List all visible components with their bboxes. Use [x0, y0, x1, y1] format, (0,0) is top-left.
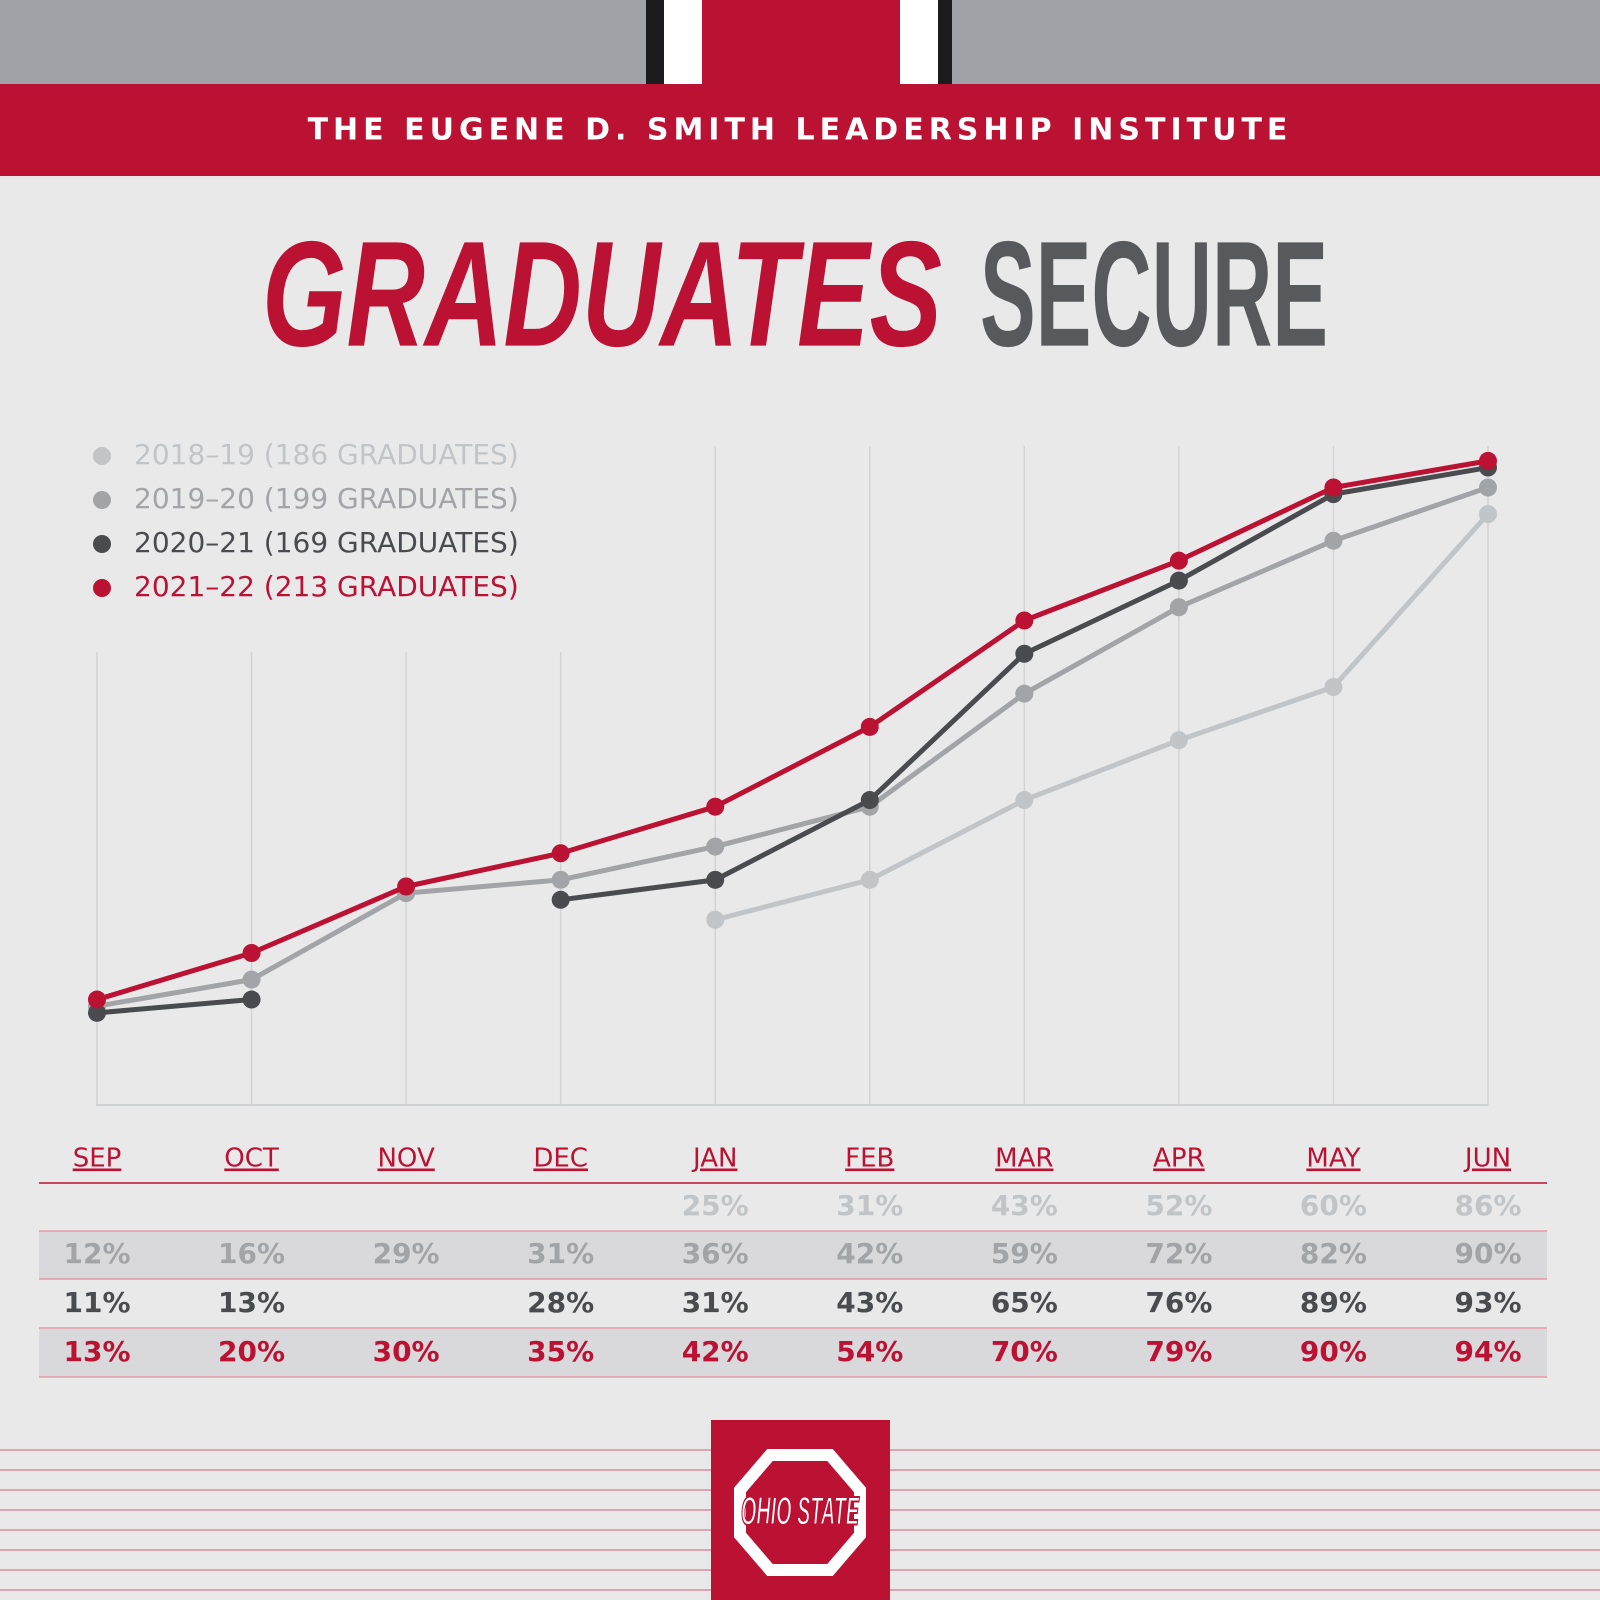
title: GRADUATES: [262, 210, 942, 378]
value-label: 86%: [1454, 1189, 1521, 1222]
value-label: 11%: [63, 1286, 130, 1319]
data-point: [1169, 551, 1188, 570]
value-label: 28%: [527, 1286, 594, 1319]
x-tick-label: MAR: [995, 1144, 1053, 1174]
value-label: 54%: [836, 1335, 903, 1368]
table-row-band: [39, 1329, 1547, 1377]
x-tick-label: DEC: [533, 1144, 588, 1174]
data-point: [1015, 684, 1034, 703]
data-point: [1479, 505, 1497, 524]
value-label: 31%: [527, 1237, 594, 1270]
value-label: 59%: [991, 1237, 1058, 1270]
value-label: 72%: [1145, 1237, 1212, 1270]
data-point: [551, 890, 570, 909]
logo-text: OHIO STATE: [741, 1490, 860, 1534]
value-label: 12%: [63, 1237, 130, 1270]
series-line: [96, 485, 1489, 1009]
value-label: 42%: [836, 1237, 903, 1270]
legend-label: 2020–21 (169 GRADUATES): [134, 526, 519, 559]
data-point: [706, 910, 725, 929]
data-point: [860, 870, 879, 889]
series-line: [714, 512, 1490, 923]
data-point: [860, 791, 879, 810]
value-label: 25%: [682, 1189, 749, 1222]
data-point: [1324, 678, 1343, 696]
value-label: 20%: [218, 1335, 285, 1368]
value-label: 13%: [63, 1335, 130, 1368]
value-label: 94%: [1454, 1335, 1521, 1368]
data-point: [1479, 478, 1497, 497]
data-point: [706, 837, 725, 856]
value-label: 90%: [1300, 1335, 1367, 1368]
value-label: 60%: [1300, 1189, 1367, 1222]
series-line: [96, 458, 1489, 1002]
data-point: [1015, 791, 1034, 810]
legend-label: 2019–20 (199 GRADUATES): [134, 482, 519, 515]
value-label: 16%: [218, 1237, 285, 1270]
data-point: [242, 990, 261, 1009]
x-tick-label: NOV: [377, 1144, 434, 1174]
data-point: [242, 970, 261, 989]
x-tick-label: FEB: [845, 1144, 894, 1174]
value-label: 31%: [836, 1189, 903, 1222]
data-point: [551, 844, 570, 863]
table-row-band: [39, 1231, 1547, 1279]
value-label: 29%: [373, 1237, 440, 1270]
legend-marker: [93, 447, 111, 465]
value-label: 43%: [836, 1286, 903, 1319]
value-label: 42%: [682, 1335, 749, 1368]
value-label: 70%: [991, 1335, 1058, 1368]
data-point: [1324, 531, 1343, 550]
x-tick-label: JUN: [1463, 1144, 1511, 1174]
value-label: 52%: [1145, 1189, 1212, 1222]
title: SECURE: [980, 210, 1328, 378]
data-point: [88, 990, 106, 1009]
value-label: 90%: [1454, 1237, 1521, 1270]
data-point: [706, 870, 725, 889]
data-point: [1169, 731, 1188, 750]
data-point: [1479, 451, 1497, 470]
logo-block-o: [734, 1449, 866, 1576]
value-label: 89%: [1300, 1286, 1367, 1319]
data-point: [1015, 611, 1034, 630]
legend-marker: [93, 491, 111, 509]
value-label: 79%: [1145, 1335, 1212, 1368]
data-point: [1324, 478, 1343, 497]
data-point: [706, 797, 725, 816]
stripe: [702, 0, 900, 84]
value-label: 93%: [1454, 1286, 1521, 1319]
data-point: [242, 944, 261, 962]
header: THE EUGENE D. SMITH LEADERSHIP INSTITUTE: [308, 113, 1293, 148]
value-label: 31%: [682, 1286, 749, 1319]
legend-marker: [93, 579, 111, 597]
data-point: [88, 1003, 106, 1022]
x-tick-label: APR: [1153, 1144, 1205, 1174]
x-tick-label: JAN: [691, 1144, 737, 1174]
x-tick-label: SEP: [73, 1144, 122, 1174]
legend-label: 2018–19 (186 GRADUATES): [134, 438, 519, 471]
data-point: [1169, 571, 1188, 590]
value-label: 36%: [682, 1237, 749, 1270]
data-point: [397, 877, 416, 896]
data-point: [1015, 644, 1034, 663]
x-tick-label: OCT: [224, 1144, 279, 1174]
data-point: [860, 717, 879, 736]
value-label: 13%: [218, 1286, 285, 1319]
value-label: 82%: [1300, 1237, 1367, 1270]
value-label: 43%: [991, 1189, 1058, 1222]
data-point: [1169, 598, 1188, 617]
data-point: [551, 870, 570, 889]
header-band: [0, 84, 1600, 176]
value-label: 76%: [1145, 1286, 1212, 1319]
legend-label: 2021–22 (213 GRADUATES): [134, 570, 519, 603]
legend-marker: [93, 535, 111, 553]
value-label: 35%: [527, 1335, 594, 1368]
value-label: 65%: [991, 1286, 1058, 1319]
value-label: 30%: [373, 1335, 440, 1368]
x-tick-label: MAY: [1306, 1144, 1360, 1174]
